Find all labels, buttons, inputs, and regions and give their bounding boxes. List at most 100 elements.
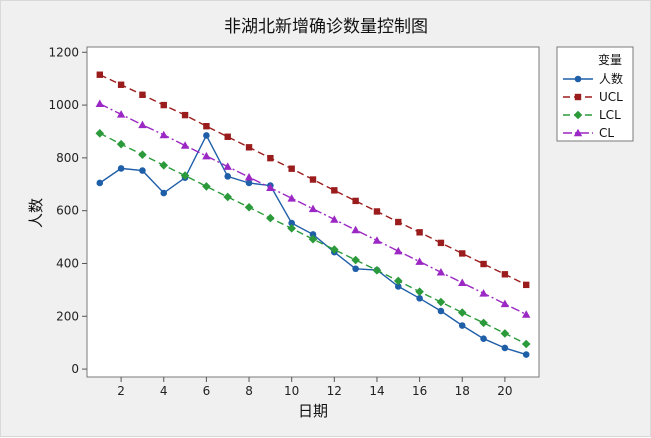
data-point: [96, 179, 104, 187]
legend-title: 变量: [598, 52, 622, 67]
data-point: [415, 257, 424, 265]
data-point: [159, 130, 168, 139]
data-point: [330, 215, 339, 223]
series-line-lcl: [99, 132, 527, 345]
series-count: [96, 132, 530, 358]
data-point: [480, 335, 487, 343]
data-point: [224, 133, 231, 140]
data-point: [288, 219, 295, 227]
data-point: [245, 144, 253, 151]
data-point: [203, 132, 210, 139]
data-point: [245, 179, 253, 187]
data-point: [395, 218, 402, 226]
legend-marker: [574, 93, 582, 101]
data-point: [309, 176, 317, 183]
data-point: [138, 150, 147, 160]
data-point: [95, 129, 105, 138]
y-tick-label: 400: [56, 256, 79, 270]
data-point: [501, 271, 509, 278]
data-point: [160, 101, 167, 109]
y-tick-label: 200: [56, 309, 79, 323]
data-point: [458, 322, 466, 329]
x-tick-label: 14: [369, 384, 384, 398]
data-point: [267, 154, 274, 162]
data-point: [202, 182, 211, 191]
data-point: [436, 297, 446, 307]
data-point: [116, 139, 126, 149]
data-point: [223, 162, 232, 170]
data-point: [159, 160, 169, 170]
data-point: [202, 151, 211, 160]
data-point: [224, 173, 232, 180]
legend-label: 人数: [599, 71, 623, 86]
data-point: [160, 189, 168, 197]
data-point: [393, 276, 403, 286]
data-point: [436, 267, 446, 276]
data-point: [203, 123, 210, 130]
legend-marker: [573, 128, 583, 137]
x-tick-label: 2: [117, 384, 125, 398]
x-tick-label: 18: [455, 384, 470, 398]
data-point: [416, 229, 423, 236]
data-point: [479, 318, 488, 328]
data-point: [309, 231, 317, 238]
data-point: [522, 310, 531, 318]
data-point: [330, 245, 339, 254]
legend-entry-ucl: UCL: [563, 90, 623, 104]
legend-box: [556, 46, 634, 142]
x-tick-label: 16: [412, 384, 427, 398]
series-cl: [95, 99, 531, 318]
data-point: [180, 141, 190, 149]
legend-label: LCL: [599, 108, 621, 122]
data-point: [521, 339, 531, 349]
data-point: [457, 308, 467, 317]
data-point: [394, 283, 402, 290]
legend-entry-count: 人数: [563, 71, 623, 86]
series-layer: [95, 71, 531, 358]
y-tick-label: 0: [71, 362, 79, 376]
x-tick-label: 20: [497, 384, 512, 398]
y-tick-label: 1200: [48, 45, 79, 59]
data-point: [501, 344, 509, 352]
chart-title: 非湖北新增确诊数量控制图: [224, 17, 428, 37]
data-point: [244, 202, 254, 212]
y-tick-label: 600: [56, 204, 79, 218]
x-tick-label: 6: [203, 384, 211, 398]
series-line-cl: [99, 103, 527, 316]
data-point: [181, 111, 189, 119]
data-point: [352, 265, 359, 273]
data-point: [96, 71, 103, 78]
data-point: [394, 246, 403, 255]
data-point: [500, 299, 510, 308]
legend-marker: [573, 110, 583, 120]
data-point: [308, 234, 318, 244]
data-point: [415, 287, 424, 297]
data-point: [437, 239, 445, 247]
data-point: [139, 91, 146, 98]
legend-entry-cl: CL: [563, 126, 614, 140]
data-point: [287, 224, 296, 233]
data-point: [373, 208, 381, 215]
y-tick-label: 1000: [48, 98, 79, 112]
data-point: [479, 289, 488, 297]
data-point: [352, 197, 359, 205]
data-point: [117, 81, 125, 88]
series-lcl: [95, 129, 531, 349]
data-point: [416, 295, 423, 302]
data-point: [458, 278, 467, 287]
data-point: [308, 204, 318, 213]
data-point: [459, 250, 466, 257]
data-point: [117, 165, 125, 172]
data-point: [288, 165, 295, 172]
data-point: [287, 194, 296, 202]
data-point: [523, 281, 530, 289]
legend-label: CL: [599, 126, 614, 140]
legend: 变量 人数 UCL LCL CL: [556, 46, 634, 142]
data-point: [266, 213, 275, 223]
data-point: [351, 255, 360, 265]
data-point: [372, 236, 382, 244]
x-tick-label: 10: [284, 384, 299, 398]
